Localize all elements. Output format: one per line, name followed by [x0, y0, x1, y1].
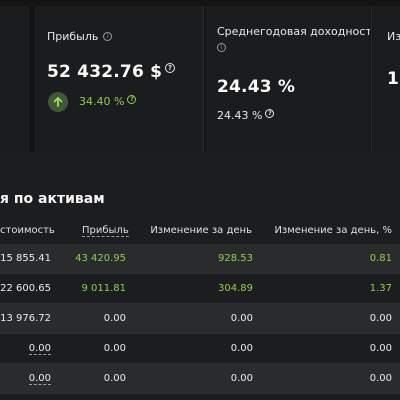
cell-day-change-pct: 0.00: [369, 343, 392, 354]
cell-profit: 0.00: [103, 343, 126, 354]
cell-profit: 0.00: [103, 373, 126, 384]
column-header-value[interactable]: стоимость: [0, 225, 55, 236]
profit-change-pct: 34.40 %: [79, 95, 125, 108]
section-title: я по активам: [0, 191, 105, 207]
summary-card-partial-left: [0, 6, 29, 152]
info-icon[interactable]: i: [103, 32, 113, 41]
row-divider: [0, 393, 400, 394]
cell-value: 115 855.41: [0, 253, 51, 264]
card-divider: [371, 6, 372, 152]
cell-profit: 9 011.81: [81, 283, 126, 294]
cell-day-change-pct: 0.00: [369, 373, 392, 384]
cell-day-change-pct: 0.81: [369, 253, 392, 264]
annual-return-sub-value: 24.43 %: [217, 109, 263, 122]
question-circle-icon[interactable]: ?: [265, 109, 275, 118]
table-row[interactable]: 0.00 0.00 0.00 0.00: [0, 334, 400, 364]
cell-day-change: 0.00: [230, 373, 253, 384]
column-header-profit[interactable]: Прибыль: [82, 225, 129, 237]
partial-card-value: 1: [387, 69, 400, 89]
cell-day-change: 0.00: [230, 313, 253, 324]
table-row[interactable]: 0.00 0.00 0.00 0.00: [0, 364, 400, 394]
assets-section: я по активам стоимость Прибыль Изменение…: [0, 152, 400, 400]
cell-day-change-pct: 0.00: [369, 313, 392, 324]
annual-return-value: 24.43 %: [217, 77, 296, 97]
summary-cards: Прибыль i 52 432.76 $? 34.40 %? Среднегод…: [0, 0, 400, 152]
summary-card-partial-right: Из 1: [373, 6, 400, 152]
cell-value: 13 976.72: [0, 313, 51, 324]
cell-profit: 0.00: [103, 313, 126, 324]
table-row[interactable]: 22 600.65 9 011.81 304.89 1.37: [0, 274, 400, 304]
cell-day-change: 304.89: [218, 283, 253, 294]
cell-profit: 43 420.95: [75, 253, 126, 264]
question-circle-icon[interactable]: ?: [165, 63, 176, 73]
column-header-day-change[interactable]: Изменение за день: [150, 225, 252, 236]
annual-return-card: Среднегодовая доходность i 24.43 % 24.43…: [206, 6, 370, 152]
question-circle-icon[interactable]: ?: [127, 95, 137, 104]
cell-value: 22 600.65: [0, 283, 51, 294]
profit-value: 52 432.76 $: [47, 62, 163, 82]
table-row[interactable]: 13 976.72 0.00 0.00 0.00: [0, 304, 400, 334]
column-header-day-change-pct[interactable]: Изменение за день, %: [274, 225, 392, 236]
cell-value: 0.00: [28, 373, 51, 385]
card-divider: [203, 6, 204, 152]
cell-value: 0.00: [28, 343, 51, 355]
arrow-up-icon: [48, 92, 68, 112]
cell-day-change: 928.53: [218, 253, 253, 264]
row-divider: [0, 273, 400, 274]
annual-return-title: Среднегодовая доходность: [217, 25, 370, 38]
row-divider: [0, 333, 400, 334]
info-icon[interactable]: i: [217, 43, 226, 52]
profit-card-title: Прибыль: [47, 30, 99, 43]
table-row[interactable]: 115 855.41 43 420.95 928.53 0.81: [0, 244, 400, 274]
row-divider: [0, 363, 400, 364]
table-header: стоимость Прибыль Изменение за день Изме…: [0, 222, 400, 242]
partial-card-title: Из: [387, 30, 400, 43]
profit-card: Прибыль i 52 432.76 $? 34.40 %?: [35, 6, 203, 152]
cell-day-change: 0.00: [230, 343, 253, 354]
row-divider: [0, 303, 400, 304]
cell-day-change-pct: 1.37: [369, 283, 392, 294]
